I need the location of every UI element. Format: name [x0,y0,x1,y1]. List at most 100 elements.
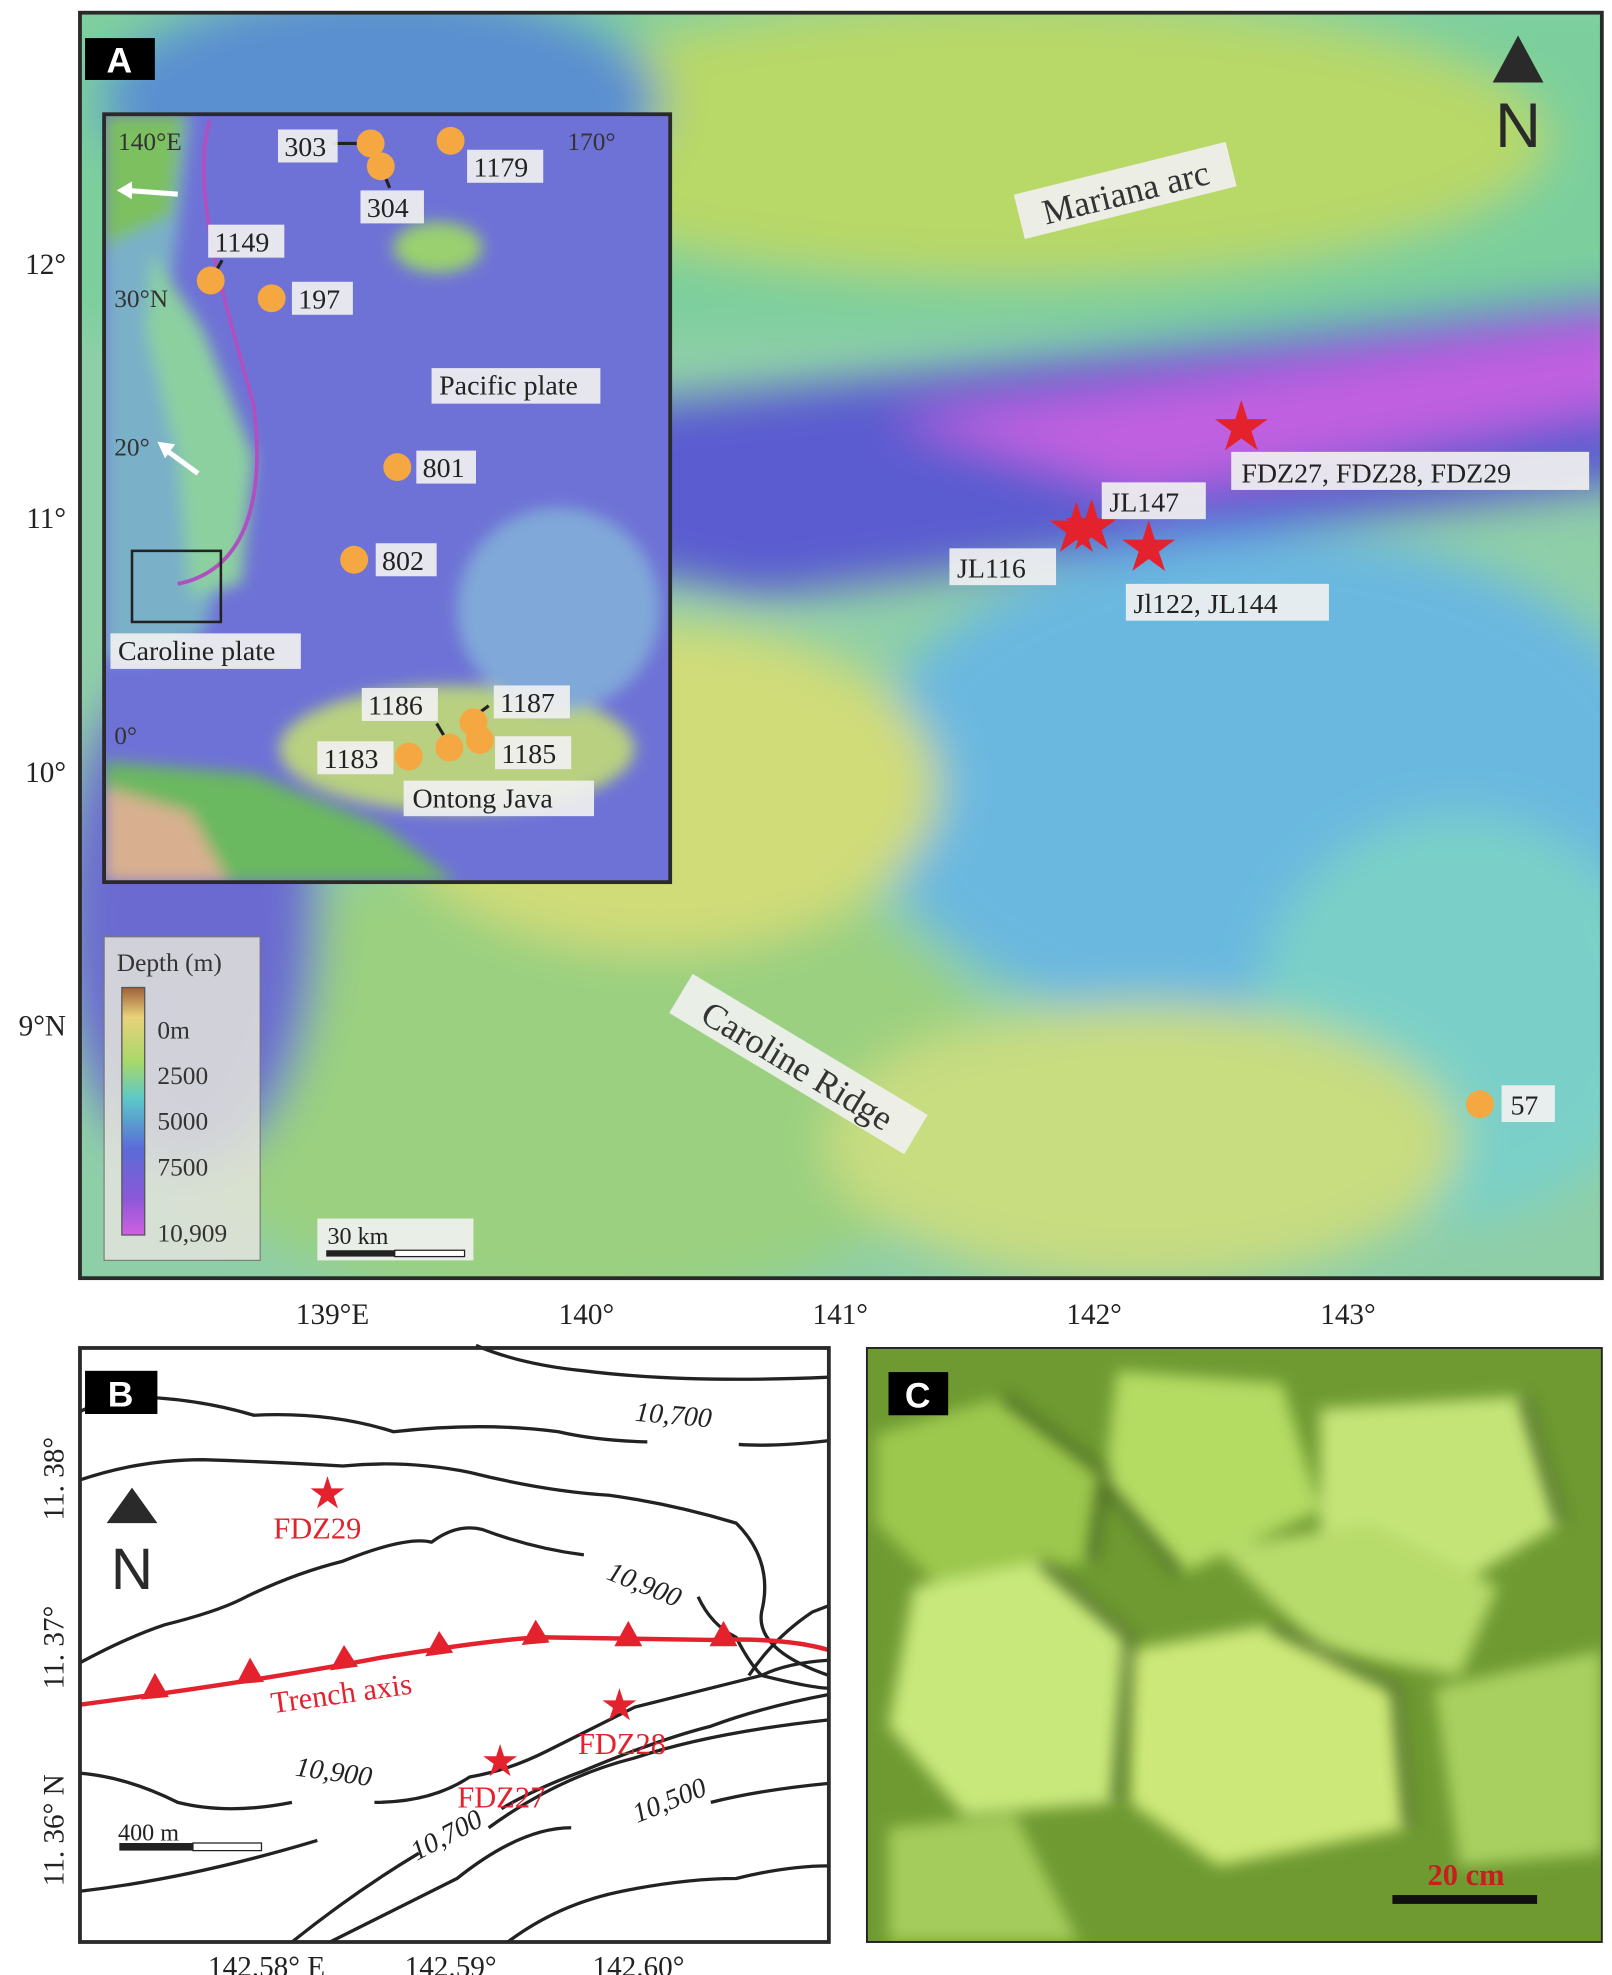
panel-a-map: A N Mariana arc Caroline Ridge FDZ27, FD… [19,10,1604,1331]
panel-a-lat-ticks: 12° 11° 10° 9°N [19,249,66,1043]
svg-text:2500: 2500 [157,1062,208,1090]
svg-text:303: 303 [284,132,326,163]
inset-lat-30: 30°N [114,285,168,313]
contour-label-10700-top: 10,700 [634,1397,713,1435]
study-area-box [130,549,223,624]
inset-site-dots [196,126,494,771]
sample-label-jl147: JL147 [1101,482,1206,520]
svg-text:197: 197 [298,284,340,315]
north-label-b: N [111,1537,153,1602]
sample-label-fdz27: FDZ27 [457,1780,545,1814]
sample-stars-a [1049,399,1268,571]
svg-text:11. 37°: 11. 37° [38,1606,70,1690]
panel-b-label-box [85,1370,158,1414]
scale-bar-c [1392,1895,1538,1904]
panel-a-frame [78,10,1604,1281]
north-label: N [1495,91,1541,161]
inset-site-labels: 303 304 1179 1149 197 801 802 1183 1186 … [208,129,572,775]
svg-text:142.60°: 142.60° [592,1951,684,1975]
sample-label-jl122: Jl122, JL144 [1125,583,1329,621]
svg-text:FDZ27, FDZ28, FDZ29: FDZ27, FDZ28, FDZ29 [1241,458,1511,489]
svg-text:JL116: JL116 [957,554,1026,585]
panel-b-label: B [108,1374,134,1414]
depth-legend: Depth (m) 0m 2500 5000 7500 10,909 [103,936,261,1262]
sample-stars-b [310,1476,637,1777]
svg-text:142°: 142° [1066,1299,1121,1331]
svg-text:Depth (m): Depth (m) [117,949,222,977]
panel-c-frame [865,1347,1603,1943]
panel-b-frame [78,1346,831,1944]
sample-label-fdz28: FDZ28 [578,1727,666,1761]
scale-bar-a: 30 km [317,1218,474,1261]
panel-c-seafloor-photo: C 20 cm [865,1347,1603,1943]
svg-text:30 km: 30 km [327,1224,388,1250]
svg-text:12°: 12° [25,249,66,281]
svg-text:0m: 0m [157,1016,190,1044]
inset-region-pacific: Pacific plate [431,368,601,404]
svg-text:140°: 140° [559,1299,614,1331]
depth-colorbar [121,986,146,1236]
north-arrow-icon-b [106,1487,158,1524]
inset-lat-0: 0° [114,722,137,750]
star-jl116 [1049,501,1103,552]
bathymetric-contours [79,1343,830,1944]
site-57-label: 57 [1501,1085,1555,1123]
svg-text:400 m: 400 m [118,1820,179,1846]
panel-a-lon-ticks: 139°E 140° 141° 142° 143° [296,1299,1376,1331]
svg-text:57: 57 [1510,1090,1538,1121]
svg-text:Pacific plate: Pacific plate [439,371,578,402]
sample-label-fdz: FDZ27, FDZ28, FDZ29 [1231,451,1590,490]
svg-text:Ontong Java: Ontong Java [413,783,553,814]
sample-label-fdz29: FDZ29 [273,1511,361,1545]
inset-lon-140: 140°E [118,128,182,156]
inset-map: 140°E 170° 30°N 20° 0° 303 304 1179 11 [102,112,673,885]
inset-region-caroline: Caroline plate [110,633,301,669]
svg-text:1183: 1183 [324,744,379,775]
svg-text:802: 802 [382,546,424,577]
svg-text:304: 304 [367,193,409,224]
panel-b-lon-ticks: 142.58° E 142.59° 142.60° [208,1951,684,1975]
inset-lat-20: 20° [114,434,150,462]
svg-text:1185: 1185 [501,739,556,770]
svg-text:1187: 1187 [500,688,555,719]
svg-text:142.59°: 142.59° [405,1951,497,1975]
inset-region-ontong: Ontong Java [403,780,595,817]
plate-motion-arrows [116,181,200,476]
star-jl122 [1122,520,1176,571]
star-jl147 [1065,498,1119,550]
svg-text:1179: 1179 [473,152,528,183]
svg-text:Jl122, JL144: Jl122, JL144 [1133,589,1277,620]
svg-text:10°: 10° [25,757,66,789]
svg-text:1186: 1186 [368,691,423,722]
panel-a-label-box [85,38,155,80]
svg-text:801: 801 [423,453,465,484]
svg-text:141°: 141° [813,1299,868,1331]
sample-label-jl116: JL116 [949,548,1057,586]
svg-text:11. 36° N: 11. 36° N [38,1774,70,1886]
scale-bar-b: 400 m [118,1820,263,1852]
svg-text:143°: 143° [1320,1299,1375,1331]
inset-lon-170: 170° [567,128,615,156]
site-57-dot [1466,1090,1494,1119]
panel-b-lat-ticks: 11. 38° 11. 37° 11. 36° N [38,1437,70,1886]
svg-text:139°E: 139°E [296,1299,369,1331]
svg-text:11°: 11° [26,503,66,535]
subduction-teeth [140,1619,738,1700]
scale-bar-c-label: 20 cm [1428,1858,1505,1892]
star-fdz [1214,399,1268,451]
svg-text:142.58° E: 142.58° E [208,1951,325,1975]
north-arrow-icon [1492,35,1544,83]
svg-text:Caroline plate: Caroline plate [118,636,275,667]
svg-text:JL147: JL147 [1109,488,1179,519]
svg-text:9°N: 9°N [19,1011,66,1043]
svg-text:1149: 1149 [215,227,270,258]
bathymetry-background [79,12,1602,1279]
panel-a-label: A [106,40,132,80]
panel-c-label-box [888,1372,949,1416]
svg-text:7500: 7500 [157,1153,208,1181]
svg-text:11. 38°: 11. 38° [38,1437,70,1521]
panel-c-label: C [905,1376,931,1416]
panel-b-contour-map: 10,700 10,900 10,900 10,700 10,500 Trenc… [38,1343,831,1975]
svg-text:5000: 5000 [157,1108,208,1136]
